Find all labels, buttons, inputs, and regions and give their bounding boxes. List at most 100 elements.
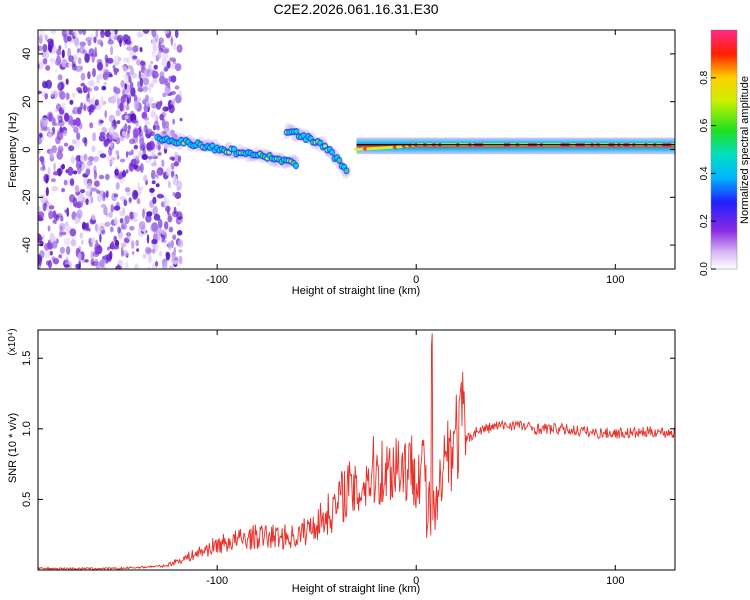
noise-speckle [179,117,183,122]
noise-speckle [153,213,161,221]
noise-speckle [64,41,68,49]
noise-speckle [143,116,149,121]
noise-speckle [38,211,45,219]
noise-speckle [74,36,79,46]
noise-speckle [173,260,179,265]
noise-speckle [155,183,160,188]
noise-speckle [152,205,158,214]
noise-speckle [52,210,57,218]
noise-speckle [150,192,154,197]
noise-speckle [72,106,80,115]
noise-speckle [45,174,49,184]
noise-speckle [151,222,159,232]
noise-speckle [139,143,145,151]
colorbar-gradient [710,29,738,270]
noise-speckle [142,97,147,104]
noise-speckle [148,266,151,269]
noise-speckle [90,196,94,204]
noise-speckle [103,191,106,199]
spectrogram-x-tick-label: 0 [413,274,419,286]
noise-speckle [150,82,154,88]
noise-speckle [71,92,76,98]
noise-speckle [103,69,110,80]
noise-speckle [61,49,65,59]
noise-speckle [49,250,53,256]
noise-speckle [110,45,114,56]
noise-speckle [125,74,129,85]
noise-speckle [80,72,86,81]
noise-speckle [94,180,100,187]
noise-speckle [108,36,112,42]
noise-speckle [94,223,99,232]
noise-speckle [139,137,145,146]
noise-speckle [142,254,147,259]
snr-x-tick-label: 100 [606,575,624,587]
noise-speckle [150,110,156,119]
noise-speckle [174,191,182,199]
spectrogram-y-tick-label: 20 [21,96,33,108]
noise-speckle [128,197,132,203]
noise-speckle [75,51,79,60]
snr-x-axis-label: Height of straight line (km) [292,583,420,595]
streak-hotspot [337,159,342,162]
noise-speckle [78,122,83,130]
noise-speckle [98,73,104,80]
noise-speckle [126,46,133,51]
noise-speckle [59,82,62,90]
noise-speckle [77,106,82,115]
noise-speckle [77,57,82,65]
noise-speckle [108,126,115,136]
noise-speckle [72,30,78,37]
noise-speckle [91,145,96,153]
noise-speckle [122,207,125,214]
noise-speckle [106,246,110,251]
noise-speckle [145,100,153,107]
noise-speckle [80,189,86,194]
noise-speckle [146,142,153,152]
noise-speckle [165,251,170,257]
noise-speckle [129,211,134,220]
noise-speckle [120,80,125,88]
snr-panel: -100 0 100 0.5 1.0 1.5 (x10⁴) Height of stra… [7,328,676,595]
spectrogram-y-tick-label: -40 [21,237,33,253]
noise-speckle [113,216,118,225]
noise-speckle [67,47,71,58]
noise-speckle [38,233,42,243]
noise-speckle [101,85,107,91]
noise-speckle [90,258,95,266]
noise-speckle [100,96,105,107]
noise-speckle [150,60,154,65]
noise-speckle [48,205,55,210]
noise-speckle [124,111,128,117]
noise-speckle [170,36,173,46]
noise-speckle [97,39,103,45]
noise-speckle [108,147,113,156]
noise-speckle [119,218,124,224]
noise-speckle [141,154,148,160]
noise-speckle [142,208,145,219]
noise-speckle [161,130,167,135]
noise-speckle [76,201,82,209]
noise-speckle [109,160,114,166]
streak-core-inner [294,129,299,134]
noise-speckle [48,210,54,220]
noise-speckle [58,168,61,177]
snr-x-tick-label: 0 [413,575,419,587]
noise-speckle [117,259,124,266]
noise-speckle [48,259,52,269]
noise-speckle [156,193,164,199]
spectrogram-y-ticks: -40 -20 0 20 40 [21,48,675,253]
streak-hotspot [323,144,327,148]
noise-speckle [55,136,61,145]
noise-speckle [137,32,144,37]
noise-speckle [108,211,113,218]
noise-speckle [157,152,162,156]
noise-speckle [100,203,107,208]
noise-speckle [116,154,120,160]
noise-speckle [130,67,135,75]
noise-speckle [170,129,175,137]
noise-speckle [117,226,121,234]
noise-speckle [85,37,92,42]
noise-speckle [165,167,172,177]
noise-speckle [131,218,139,222]
